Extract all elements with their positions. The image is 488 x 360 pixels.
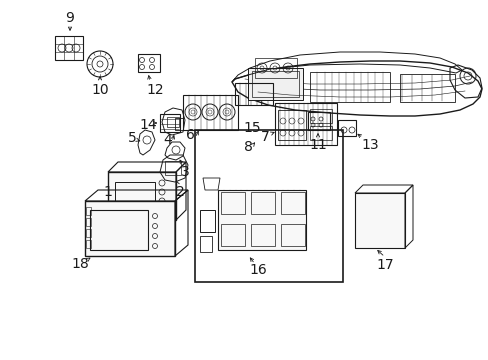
Bar	[160, 114, 180, 132]
Bar	[354, 193, 404, 248]
Bar	[309, 109, 331, 123]
Bar	[195, 130, 342, 282]
Bar	[399, 74, 454, 102]
Bar	[108, 172, 176, 220]
Bar	[247, 68, 303, 100]
Text: 9: 9	[65, 11, 74, 25]
Text: 7: 7	[260, 130, 269, 144]
Bar	[200, 236, 212, 252]
Bar	[250, 224, 274, 246]
Bar	[86, 240, 91, 248]
Bar	[274, 103, 336, 145]
Bar	[164, 161, 181, 175]
Bar	[218, 190, 305, 250]
Bar	[55, 36, 83, 60]
Bar	[281, 224, 305, 246]
Text: 10: 10	[91, 83, 109, 97]
Text: 1: 1	[103, 185, 112, 199]
Bar	[115, 182, 155, 212]
Text: 12: 12	[146, 83, 163, 97]
Text: 11: 11	[308, 138, 326, 152]
Bar	[86, 207, 91, 215]
Text: 5: 5	[127, 131, 136, 145]
Text: 6: 6	[185, 128, 194, 142]
Bar	[250, 192, 274, 214]
Bar	[307, 112, 329, 130]
Bar	[85, 201, 175, 256]
Bar	[138, 54, 160, 72]
Text: 4: 4	[163, 133, 172, 147]
Bar	[278, 110, 305, 140]
Bar	[86, 229, 91, 237]
Bar	[309, 126, 331, 140]
Bar	[167, 117, 179, 127]
Bar	[86, 218, 91, 226]
Bar	[90, 210, 148, 250]
Bar	[221, 224, 244, 246]
Text: 13: 13	[361, 138, 378, 152]
Bar	[221, 192, 244, 214]
Text: 14: 14	[139, 118, 157, 132]
Text: 18: 18	[71, 257, 89, 271]
Bar	[251, 71, 298, 97]
Bar	[175, 118, 183, 130]
Text: 8: 8	[243, 140, 252, 154]
Text: 15: 15	[243, 121, 260, 135]
Text: 2: 2	[175, 185, 184, 199]
Bar	[281, 192, 305, 214]
Bar	[309, 72, 389, 102]
Text: 16: 16	[248, 263, 266, 277]
Bar	[183, 95, 238, 130]
Text: 17: 17	[375, 258, 393, 272]
Text: 3: 3	[180, 165, 189, 179]
Bar	[254, 58, 296, 78]
Bar	[235, 83, 272, 105]
Bar	[200, 210, 215, 232]
Bar	[337, 120, 355, 136]
